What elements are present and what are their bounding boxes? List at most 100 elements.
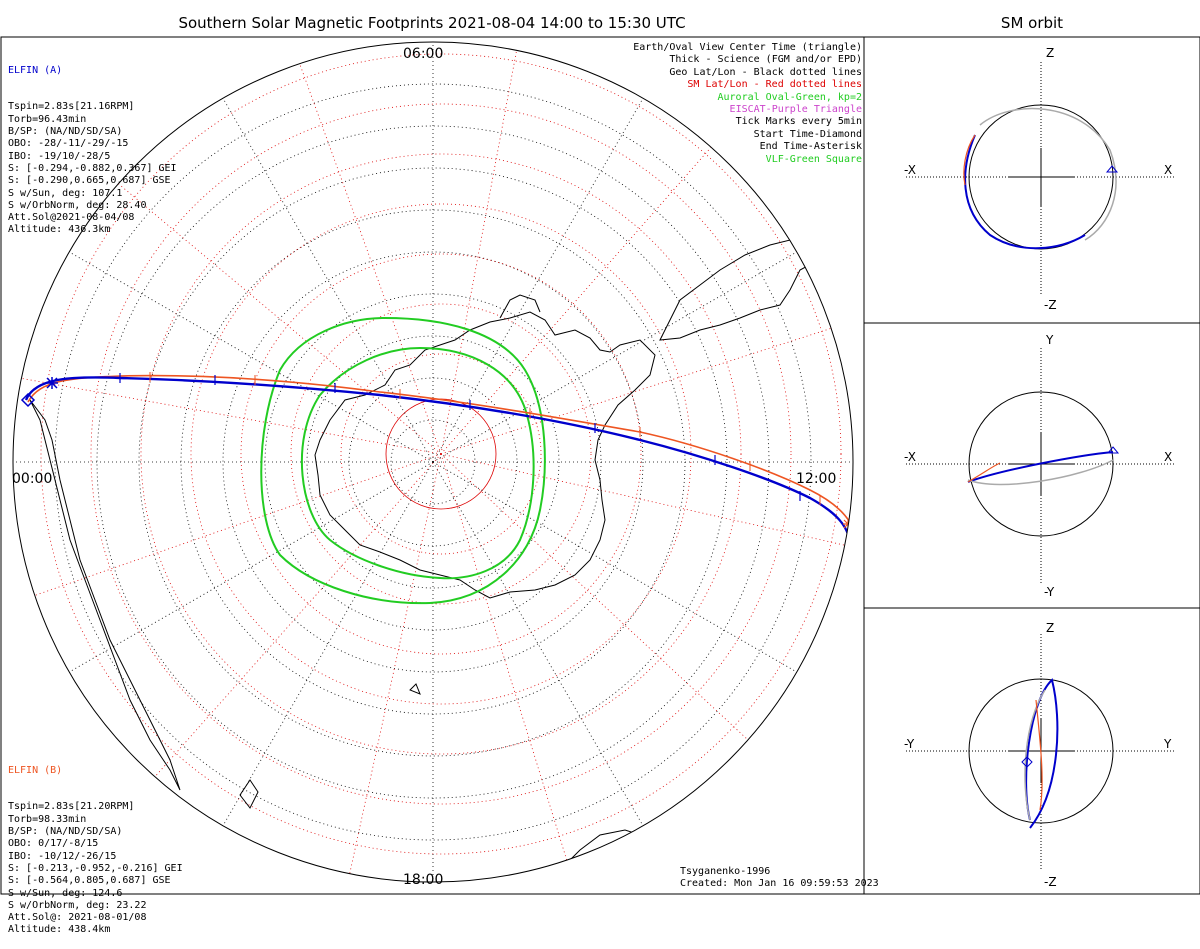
geo-spoke-5 — [60, 461, 434, 678]
orbit-frame — [863, 36, 1200, 895]
polar-map — [13, 42, 853, 882]
orbit1-left: -X — [904, 163, 916, 177]
geo-spoke-8 — [217, 89, 434, 463]
legend-entry-7: Start Time-Diamond — [753, 128, 862, 140]
sm-spoke-2 — [440, 453, 571, 870]
legend-entry-2: Geo Lat/Lon - Black dotted lines — [669, 66, 862, 78]
sm-lat-circles — [40, 53, 842, 855]
elfin-a-line-5: S: [-0.294,-0.882,0.367] GEI — [8, 162, 177, 174]
sm-spoke-1 — [440, 453, 756, 747]
elfin-a-line-8: S w/OrbNorm, deg: 28.40 — [8, 199, 147, 211]
elfin-b-track — [27, 374, 853, 527]
geo-spoke-4 — [217, 461, 434, 835]
orbit2-top: Y — [1045, 333, 1054, 347]
elfin-a-line-1: Torb=96.43min — [8, 113, 87, 125]
orbit1-top: Z — [1046, 46, 1054, 60]
orbit-panel-xz: Z -Z -X X — [904, 46, 1176, 312]
elfin-a-line-7: S w/Sun, deg: 107.1 — [8, 187, 123, 199]
geo-circle-2 — [306, 335, 560, 589]
sm-circle-5 — [140, 153, 742, 755]
legend-entry-4: Auroral Oval-Green, kp=2 — [717, 91, 863, 103]
elfin-a-line-10: Altitude: 436.3km — [8, 224, 111, 236]
model-label: Tsyganenko-1996 — [680, 866, 771, 877]
mlt-label-bottom: 18:00 — [403, 872, 443, 888]
elfin-b-name: ELFIN (B) — [8, 764, 63, 776]
orbit-panel-title: SM orbit — [1000, 14, 1064, 32]
geo-circle-4 — [222, 251, 644, 673]
elfin-b-line-3: OBO: 0/17/-8/15 — [8, 838, 99, 850]
geo-spoke-7 — [60, 246, 434, 463]
elfin-a-start-diamond — [20, 392, 36, 408]
legend: Earth/Oval View Center Time (triangle) Th… — [633, 42, 862, 166]
elfin-b-line-8: S w/OrbNorm, deg: 23.22 — [8, 899, 147, 911]
geo-circle-8 — [54, 83, 812, 841]
orbit3-top: Z — [1046, 621, 1054, 635]
south-america-coastline — [659, 239, 816, 341]
elfin-b-line-6: S: [-0.564,0.805,0.687] GSE — [8, 875, 171, 887]
elfin-b-line-0: Tspin=2.83s[21.20RPM] — [8, 801, 135, 813]
sm-circle-6 — [90, 103, 792, 805]
orbit-panel-yz: Z -Z -Y Y — [904, 621, 1176, 889]
auroral-oval-inner — [300, 346, 535, 580]
geo-circle-0 — [390, 419, 476, 505]
elfin-a-name: ELFIN (A) — [8, 64, 63, 76]
elfin-b-lines: Tspin=2.83s[21.20RPM] Torb=98.33min B/SP: … — [8, 801, 183, 936]
orbit3-left: -Y — [904, 737, 915, 751]
elfin-b-line-1: Torb=98.33min — [8, 813, 87, 825]
elfin-b-info: ELFIN (B) Tspin=2.83s[21.20RPM] Torb=98.3… — [8, 740, 183, 949]
mlt-label-top: 06:00 — [403, 46, 443, 62]
orbit3-bottom: -Z — [1044, 875, 1057, 889]
geo-circle-6 — [138, 167, 728, 757]
auroral-oval-outer — [260, 316, 546, 605]
sm-spoke-6 — [13, 376, 442, 455]
sm-circle-1 — [340, 353, 542, 555]
sm-spoke-4 — [148, 453, 442, 785]
nz-coastline — [239, 683, 421, 809]
elfin-b-line-4: IBO: -10/12/-26/15 — [8, 850, 117, 862]
elfin-b-line-7: S w/Sun, deg: 124.6 — [8, 887, 123, 899]
legend-entry-0: Earth/Oval View Center Time (triangle) — [633, 42, 862, 53]
elfin-b-line-10: Altitude: 438.4km — [8, 924, 111, 936]
antarctica-coastline — [314, 311, 656, 599]
sm-spoke-8 — [295, 54, 442, 455]
map-boundary-circle — [12, 41, 854, 883]
legend-entry-5: EISCAT-Purple Triangle — [729, 104, 862, 116]
elfin-b-line-5: S: [-0.213,-0.952,-0.216] GEI — [8, 862, 183, 874]
africa-coastline — [29, 399, 181, 791]
elfin-b-line-2: B/SP: (NA/ND/SD/SA) — [8, 826, 123, 838]
created-label: Created: Mon Jan 16 09:59:53 2023 — [680, 878, 879, 889]
lon-lines — [13, 42, 853, 882]
sm-circle-3 — [240, 253, 642, 655]
orbit3-right: Y — [1163, 737, 1172, 751]
australia-coastline — [559, 829, 701, 882]
elfin-b-line-9: Att.Sol@: 2021-08-01/08 — [8, 912, 147, 924]
chart-title: Southern Solar Magnetic Footprints 2021-… — [178, 14, 686, 32]
sm-spoke-10 — [440, 139, 718, 455]
legend-entry-8: End Time-Asterisk — [759, 141, 862, 153]
sm-spoke-5 — [25, 453, 442, 600]
legend-entry-1: Thick - Science (FGM and/or EPD) — [669, 54, 862, 66]
orbit1-right: X — [1164, 163, 1172, 177]
sm-spoke-0 — [440, 453, 853, 548]
elfin-a-line-0: Tspin=2.83s[21.16RPM] — [8, 101, 135, 113]
geo-spoke-2 — [432, 461, 649, 835]
legend-entry-9: VLF-Green Square — [765, 153, 862, 165]
mlt-label-left: 00:00 — [12, 471, 52, 487]
orbit2-right: X — [1164, 450, 1172, 464]
mlt-label-right: 12:00 — [796, 471, 836, 487]
elfin-a-lines: Tspin=2.83s[21.16RPM] Torb=96.43min B/SP: … — [8, 101, 177, 236]
elfin-a-end-asterisk — [46, 377, 58, 389]
track-tick-marks — [119, 372, 821, 505]
elfin-a-line-3: OBO: -28/-11/-29/-15 — [8, 138, 129, 150]
orbit2-bottom: -Y — [1044, 585, 1055, 599]
legend-entry-6: Tick Marks every 5min — [735, 116, 862, 128]
footprint-figure: 06:00 00:00 12:00 18:00 Z -Z -X X Y -Y -… — [0, 36, 1200, 895]
legend-entry-3: SM Lat/Lon - Red dotted lines — [687, 79, 862, 91]
orbit2-left: -X — [904, 450, 916, 464]
peninsula-coastline — [499, 294, 541, 319]
sm-circle-2 — [290, 303, 592, 605]
elfin-a-info: ELFIN (A) Tspin=2.83s[21.16RPM] Torb=96.4… — [8, 40, 177, 249]
elfin-a-line-2: B/SP: (NA/ND/SD/SA) — [8, 126, 123, 138]
elfin-a-line-9: Att.Sol@2021-08-04/08 — [8, 212, 135, 224]
orbit1-bottom: -Z — [1044, 298, 1057, 312]
